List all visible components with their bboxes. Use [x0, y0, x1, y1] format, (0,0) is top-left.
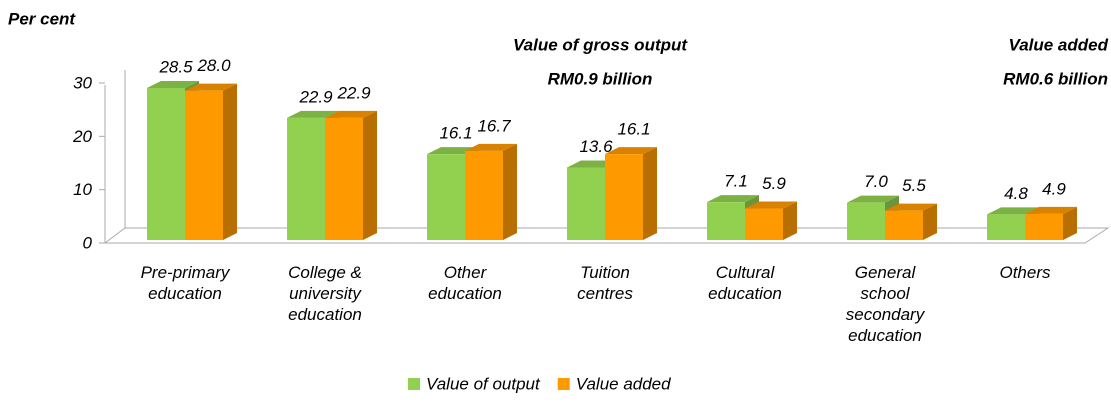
bar	[987, 214, 1025, 240]
data-label: 7.0	[864, 172, 888, 191]
bar-side	[783, 201, 797, 240]
x-tick-label: College & university education	[288, 263, 362, 324]
x-tick-label: Pre-primary education	[140, 263, 230, 303]
bar	[287, 117, 325, 240]
data-label: 16.1	[617, 120, 650, 139]
bar-top	[287, 110, 339, 118]
annotation: RM0.6 billion	[1003, 69, 1108, 88]
bar	[745, 208, 783, 240]
annotation: Value of gross output	[513, 35, 688, 54]
bar	[885, 210, 923, 240]
bar	[465, 150, 503, 240]
bar	[567, 167, 605, 240]
bar-top	[987, 207, 1039, 215]
data-label: 5.5	[902, 176, 926, 195]
legend-swatch	[408, 378, 420, 390]
data-label: 5.9	[762, 174, 786, 193]
legend-label: Value added	[576, 374, 671, 393]
bar-top	[147, 81, 199, 88]
data-label: 22.9	[336, 83, 371, 102]
annotation: RM0.9 billion	[548, 69, 653, 88]
data-label: 16.1	[439, 124, 472, 143]
bar-top	[707, 195, 759, 203]
bar	[847, 202, 885, 240]
y-tick-label: 20	[72, 127, 92, 146]
bar	[1025, 213, 1063, 240]
bar-side	[1063, 206, 1077, 240]
y-tick-label: 10	[73, 180, 92, 199]
annotation: Value added	[1008, 35, 1108, 54]
bar	[707, 202, 745, 240]
bar-top	[847, 195, 899, 203]
x-tick-label: General school secondary education	[845, 263, 925, 345]
x-tick-label: Cultural education	[708, 263, 782, 303]
bar	[185, 90, 223, 241]
data-label: 7.1	[724, 172, 748, 191]
legend-swatch	[557, 378, 570, 390]
data-label: 28.0	[196, 56, 231, 75]
bar	[427, 154, 465, 240]
bar-top	[1025, 206, 1077, 214]
bar-top	[465, 143, 517, 151]
data-label: 13.6	[579, 137, 613, 156]
bar-side	[643, 147, 657, 240]
data-label: 4.8	[1004, 184, 1028, 203]
bar-side	[363, 110, 377, 240]
bar-side	[923, 203, 937, 240]
bar-side	[223, 83, 237, 241]
bar	[605, 154, 643, 240]
x-tick-label: Tuition centres	[577, 263, 633, 303]
data-label: 22.9	[298, 87, 333, 106]
bar	[147, 88, 185, 240]
legend-label: Value of output	[426, 374, 541, 393]
data-label: 4.9	[1042, 179, 1066, 198]
bar-top	[605, 147, 657, 155]
y-axis-label: Per cent	[8, 9, 76, 28]
x-tick-label: Others	[999, 263, 1051, 282]
bar	[325, 117, 363, 240]
bar-top	[185, 83, 237, 91]
x-tick-label: Other education	[428, 263, 502, 303]
data-label: 28.5	[158, 57, 193, 76]
y-tick-label: 0	[83, 233, 93, 252]
bar-top	[325, 110, 377, 118]
data-label: 16.7	[477, 116, 511, 135]
bar-top	[745, 201, 797, 209]
bar-side	[503, 143, 517, 240]
y-tick-label: 30	[73, 73, 92, 92]
bar-top	[885, 203, 937, 211]
